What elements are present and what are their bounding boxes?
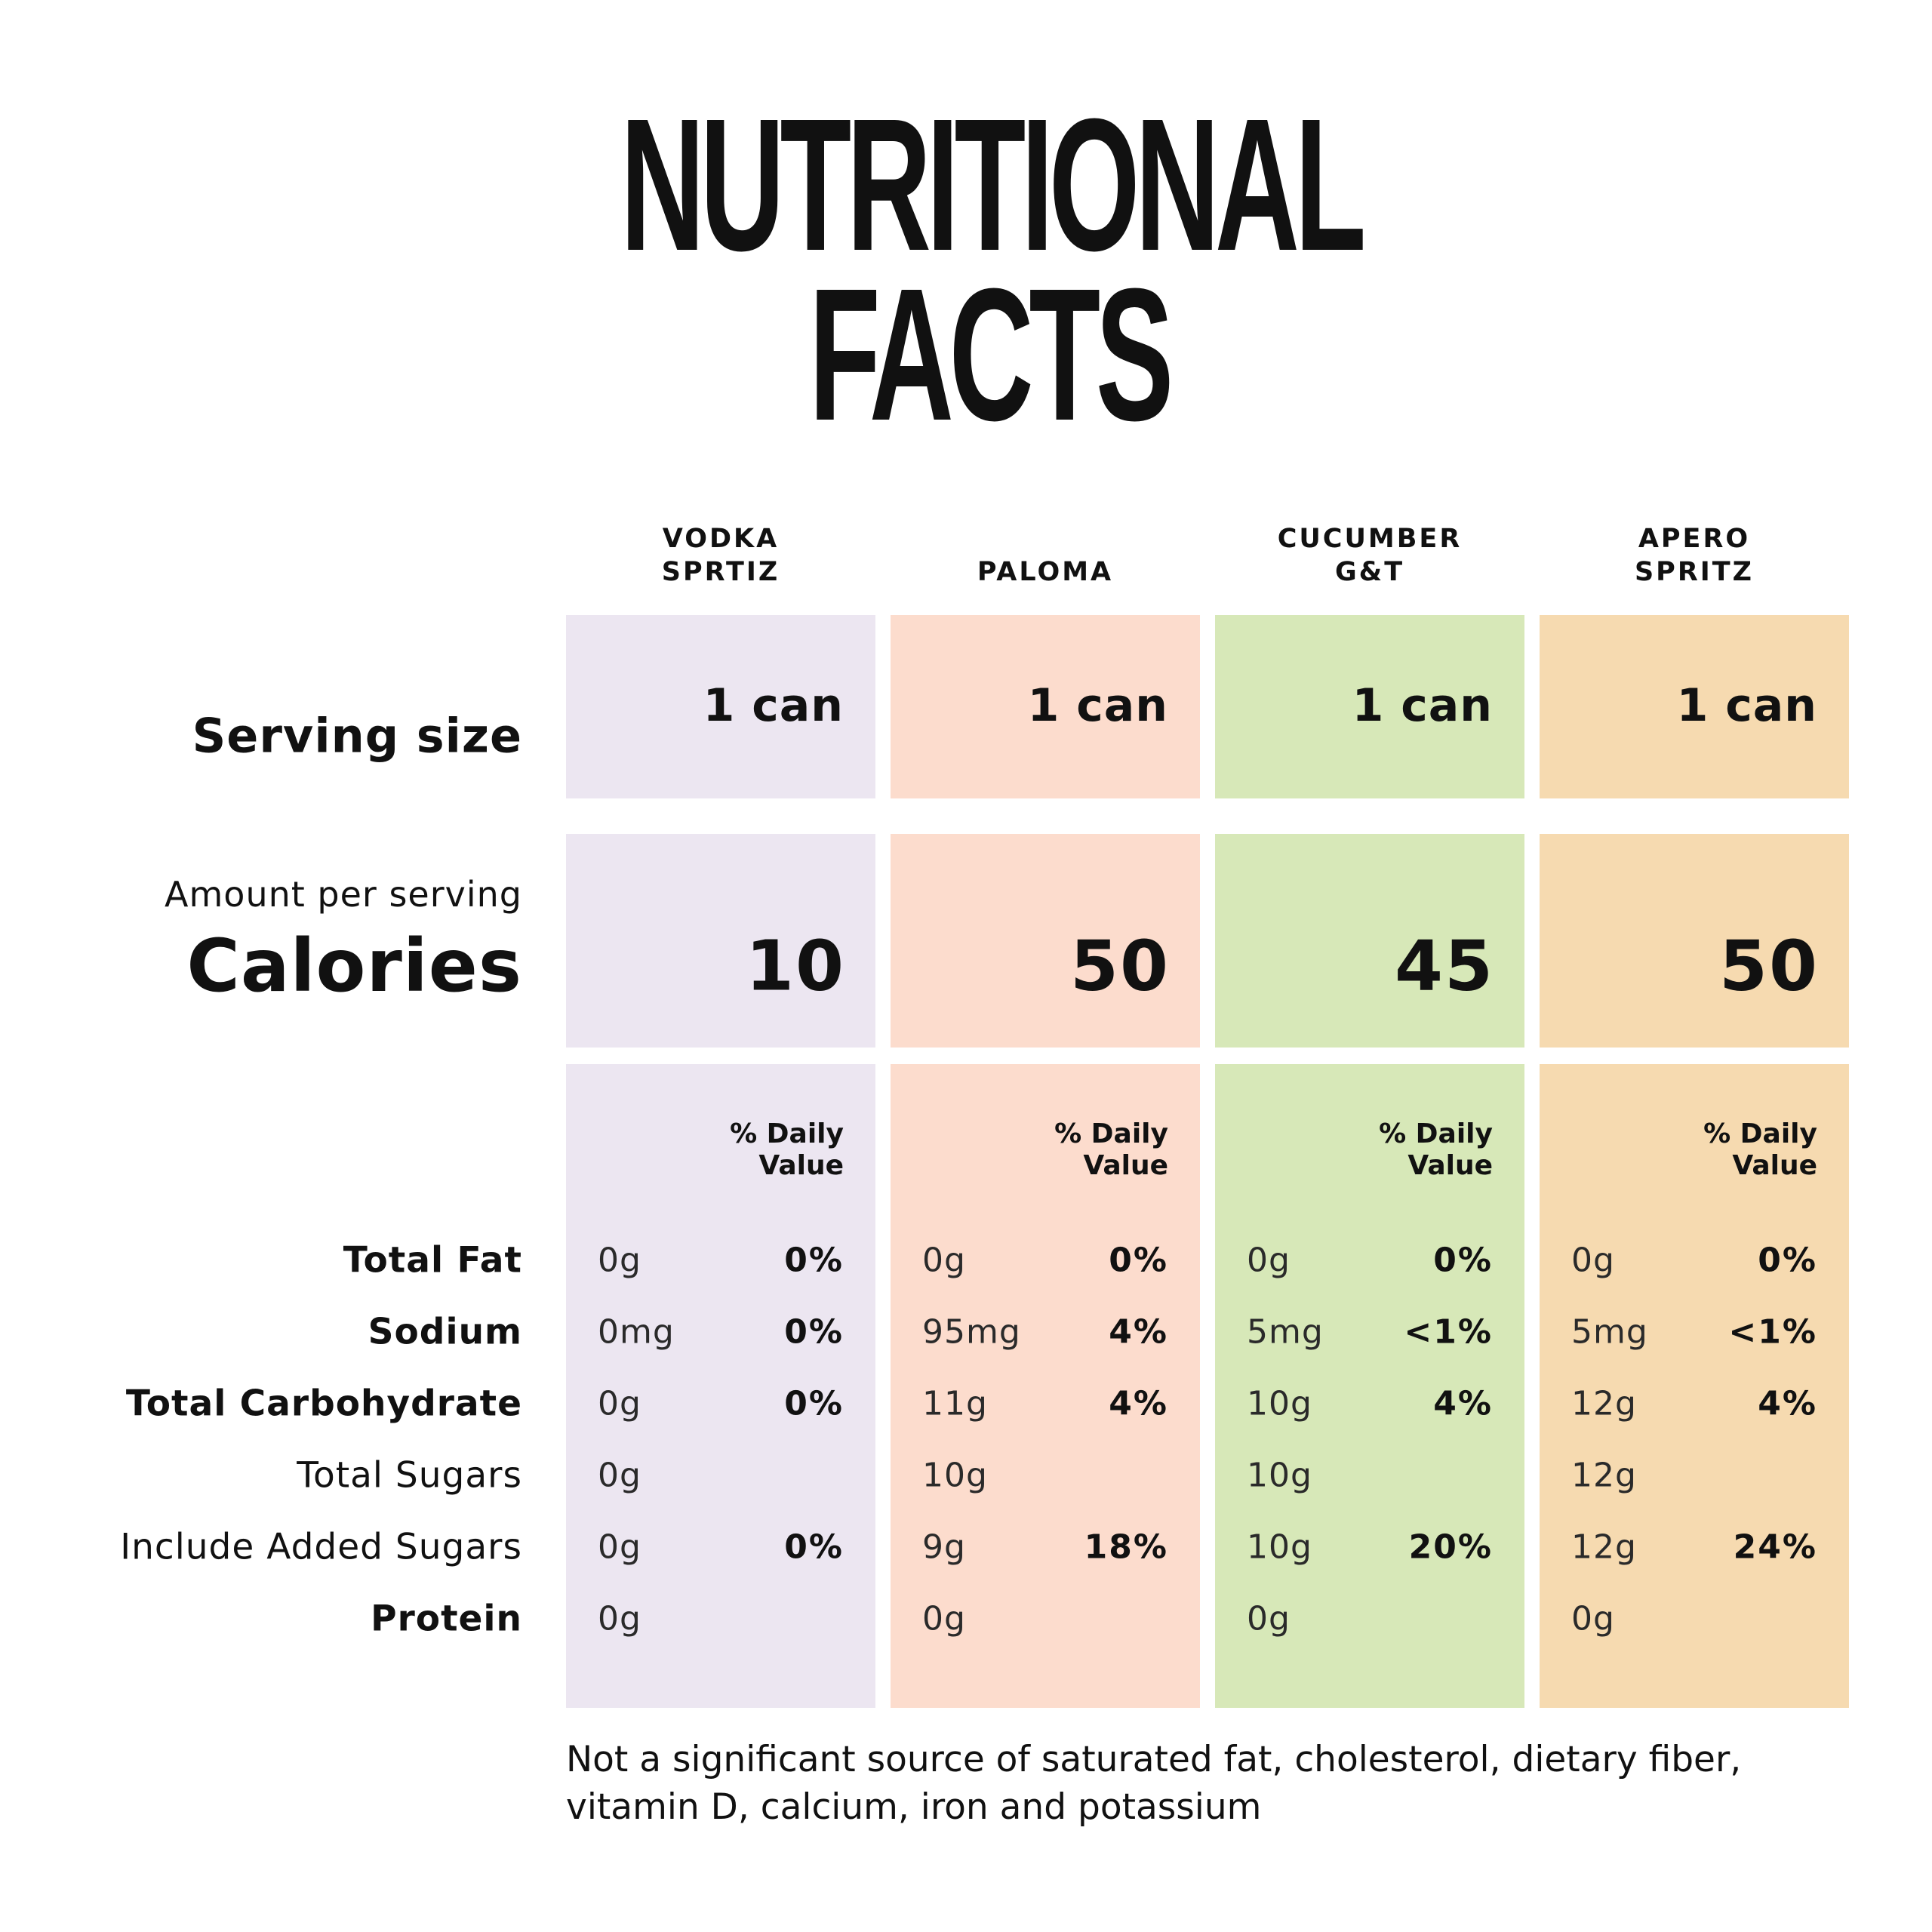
nutrient-percent: 0% xyxy=(784,1241,844,1280)
column-header-apero-spritz: APERO SPRITZ xyxy=(1540,521,1849,589)
daily-value-header-line-2: Value xyxy=(1732,1150,1817,1181)
daily-value-header-line-2: Value xyxy=(1407,1150,1493,1181)
nutrients-panel-vodka-spritz: % Daily Value 0g 0% 0mg 0% 0g 0% 0g 0g 0… xyxy=(566,1064,875,1708)
column-header-line-1: VODKA xyxy=(662,524,780,554)
serving-value: 1 can xyxy=(1676,679,1817,732)
nutrient-amount: 10g xyxy=(1247,1456,1312,1495)
nutrient-amount: 12g xyxy=(1571,1527,1637,1567)
nutrient-amount: 0g xyxy=(922,1599,966,1638)
nutrient-label-sodium: Sodium xyxy=(368,1311,522,1353)
nutrient-percent: 4% xyxy=(1109,1384,1168,1423)
nutrient-percent: 0% xyxy=(784,1312,844,1352)
nutrient-amount: 0g xyxy=(1247,1241,1291,1280)
amount-per-serving-label: Amount per serving xyxy=(165,874,522,915)
serving-value: 1 can xyxy=(1027,679,1168,732)
column-header-vodka-spritz: VODKA SPRTIZ xyxy=(566,521,875,589)
nutrient-amount: 11g xyxy=(922,1384,988,1423)
serving-panel-vodka-spritz: 1 can xyxy=(566,615,875,798)
nutrients-panel-apero-spritz: % Daily Value 0g 0% 5mg <1% 12g 4% 12g 1… xyxy=(1540,1064,1849,1708)
serving-panel-apero-spritz: 1 can xyxy=(1540,615,1849,798)
column-header-paloma: PALOMA xyxy=(891,521,1200,589)
nutrient-percent: 20% xyxy=(1408,1527,1493,1567)
daily-value-header-line-2: Value xyxy=(1083,1150,1168,1181)
nutrient-percent: 4% xyxy=(1109,1312,1168,1352)
nutrient-amount: 12g xyxy=(1571,1384,1637,1423)
nutrient-amount: 0g xyxy=(598,1599,641,1638)
daily-value-header: % Daily Value xyxy=(1703,1118,1817,1182)
nutrient-amount: 12g xyxy=(1571,1456,1637,1495)
daily-value-header-line-1: % Daily xyxy=(1379,1118,1493,1149)
calorie-value: 50 xyxy=(1718,925,1819,1007)
nutrient-label-total-fat: Total Fat xyxy=(343,1239,522,1281)
calorie-value: 50 xyxy=(1069,925,1170,1007)
nutrient-label-total-sugars: Total Sugars xyxy=(297,1454,522,1497)
nutrients-panel-cucumber-gt: % Daily Value 0g 0% 5mg <1% 10g 4% 10g 1… xyxy=(1215,1064,1524,1708)
column-header-line-2: G&T xyxy=(1334,557,1405,587)
nutrient-amount: 9g xyxy=(922,1527,966,1567)
serving-value: 1 can xyxy=(1352,679,1493,732)
nutrient-amount: 0g xyxy=(1571,1599,1615,1638)
column-header-line-2: PALOMA xyxy=(977,557,1114,587)
column-header-line-1: APERO xyxy=(1638,524,1751,554)
calories-panel-paloma: 50 xyxy=(891,834,1200,1048)
daily-value-header: % Daily Value xyxy=(1379,1118,1493,1182)
nutrient-amount: 10g xyxy=(1247,1384,1312,1423)
nutrient-amount: 95mg xyxy=(922,1312,1021,1352)
nutrient-amount: 10g xyxy=(1247,1527,1312,1567)
nutrient-amount: 0g xyxy=(598,1456,641,1495)
daily-value-header: % Daily Value xyxy=(730,1118,844,1182)
nutrient-amount: 5mg xyxy=(1571,1312,1648,1352)
nutrient-amount: 0g xyxy=(1247,1599,1291,1638)
daily-value-header: % Daily Value xyxy=(1054,1118,1168,1182)
footnote: Not a significant source of saturated fa… xyxy=(566,1739,1742,1828)
nutrient-percent: 0% xyxy=(784,1527,844,1567)
serving-panel-paloma: 1 can xyxy=(891,615,1200,798)
nutrient-percent: 24% xyxy=(1733,1527,1817,1567)
calories-panel-apero-spritz: 50 xyxy=(1540,834,1849,1048)
calories-panel-vodka-spritz: 10 xyxy=(566,834,875,1048)
nutrient-percent: 0% xyxy=(1109,1241,1168,1280)
calories-panel-cucumber-gt: 45 xyxy=(1215,834,1524,1048)
column-header-line-1: CUCUMBER xyxy=(1277,524,1463,554)
nutrient-percent: 4% xyxy=(1758,1384,1817,1423)
nutrient-amount: 10g xyxy=(922,1456,988,1495)
daily-value-header-line-1: % Daily xyxy=(1703,1118,1817,1149)
nutrient-percent: 0% xyxy=(784,1384,844,1423)
nutrient-amount: 5mg xyxy=(1247,1312,1324,1352)
nutrient-amount: 0g xyxy=(598,1384,641,1423)
nutrient-amount: 0g xyxy=(598,1241,641,1280)
nutrient-percent: 4% xyxy=(1433,1384,1493,1423)
daily-value-header-line-1: % Daily xyxy=(1054,1118,1168,1149)
daily-value-header-line-1: % Daily xyxy=(730,1118,844,1149)
serving-panel-cucumber-gt: 1 can xyxy=(1215,615,1524,798)
nutrient-label-added-sugars: Include Added Sugars xyxy=(120,1526,522,1568)
nutrient-percent: 0% xyxy=(1433,1241,1493,1280)
nutrient-label-total-carbohydrate: Total Carbohydrate xyxy=(125,1383,522,1425)
calories-label: Calories xyxy=(186,924,522,1008)
calorie-value: 45 xyxy=(1394,925,1494,1007)
nutrient-amount: 0mg xyxy=(598,1312,675,1352)
nutrient-percent: 0% xyxy=(1758,1241,1817,1280)
calorie-value: 10 xyxy=(745,925,845,1007)
column-header-cucumber-gt: CUCUMBER G&T xyxy=(1215,521,1524,589)
page-title-line-1: NUTRITIONAL xyxy=(620,79,1366,290)
nutrient-amount: 0g xyxy=(598,1527,641,1567)
nutrient-amount: 0g xyxy=(1571,1241,1615,1280)
nutrient-percent: 18% xyxy=(1084,1527,1168,1567)
nutrient-amount: 0g xyxy=(922,1241,966,1280)
nutrient-label-protein: Protein xyxy=(371,1598,522,1640)
daily-value-header-line-2: Value xyxy=(758,1150,844,1181)
nutrients-panel-paloma: % Daily Value 0g 0% 95mg 4% 11g 4% 10g 9… xyxy=(891,1064,1200,1708)
column-header-line-2: SPRITZ xyxy=(1634,557,1755,587)
serving-value: 1 can xyxy=(703,679,844,732)
nutrient-percent: <1% xyxy=(1404,1312,1493,1352)
page-title-line-2: FACTS xyxy=(809,249,1174,460)
nutrient-percent: <1% xyxy=(1728,1312,1817,1352)
column-header-line-2: SPRTIZ xyxy=(661,557,780,587)
serving-size-label: Serving size xyxy=(192,708,522,764)
